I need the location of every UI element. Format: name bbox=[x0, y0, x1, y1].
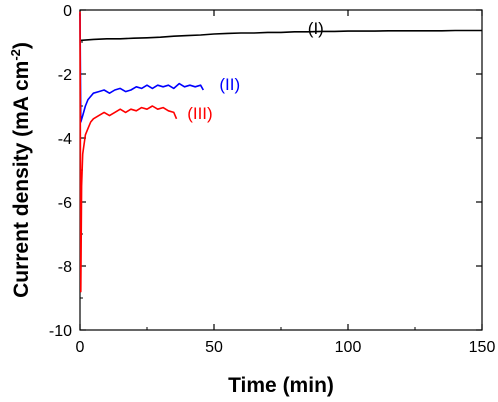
series-label-2: (II) bbox=[219, 75, 240, 94]
x-tick-label: 50 bbox=[205, 339, 223, 356]
x-tick-label: 0 bbox=[76, 339, 85, 356]
y-axis-title-superscript: -2 bbox=[8, 49, 23, 61]
series-line-3 bbox=[79, 11, 178, 293]
series-label-1: (I) bbox=[308, 19, 324, 38]
x-axis-ticks: 0 50 100 150 bbox=[76, 10, 496, 356]
y-tick-label: -8 bbox=[58, 259, 72, 276]
y-axis-title-main: Current density (mA cm bbox=[10, 61, 33, 298]
series-line-2 bbox=[79, 13, 204, 123]
y-tick-label: -10 bbox=[49, 323, 72, 340]
series-lines bbox=[79, 11, 482, 293]
y-tick-label: 0 bbox=[63, 3, 72, 20]
y-tick-label: -6 bbox=[58, 195, 72, 212]
series-label-3: (III) bbox=[187, 104, 213, 123]
y-tick-label: -4 bbox=[58, 131, 72, 148]
x-tick-label: 100 bbox=[335, 339, 362, 356]
series-line-1 bbox=[79, 29, 482, 42]
y-axis-title: Current density (mA cm-2) bbox=[8, 42, 33, 298]
x-tick-label: 150 bbox=[469, 339, 496, 356]
series-labels: (I) (II) (III) bbox=[187, 19, 324, 123]
y-axis-title-close: ) bbox=[10, 42, 33, 49]
plot-area bbox=[79, 9, 483, 331]
y-tick-label: -2 bbox=[58, 67, 72, 84]
y-axis-ticks: 0 -2 -4 -6 -8 -10 bbox=[49, 3, 482, 340]
x-axis-title: Time (min) bbox=[228, 374, 334, 397]
